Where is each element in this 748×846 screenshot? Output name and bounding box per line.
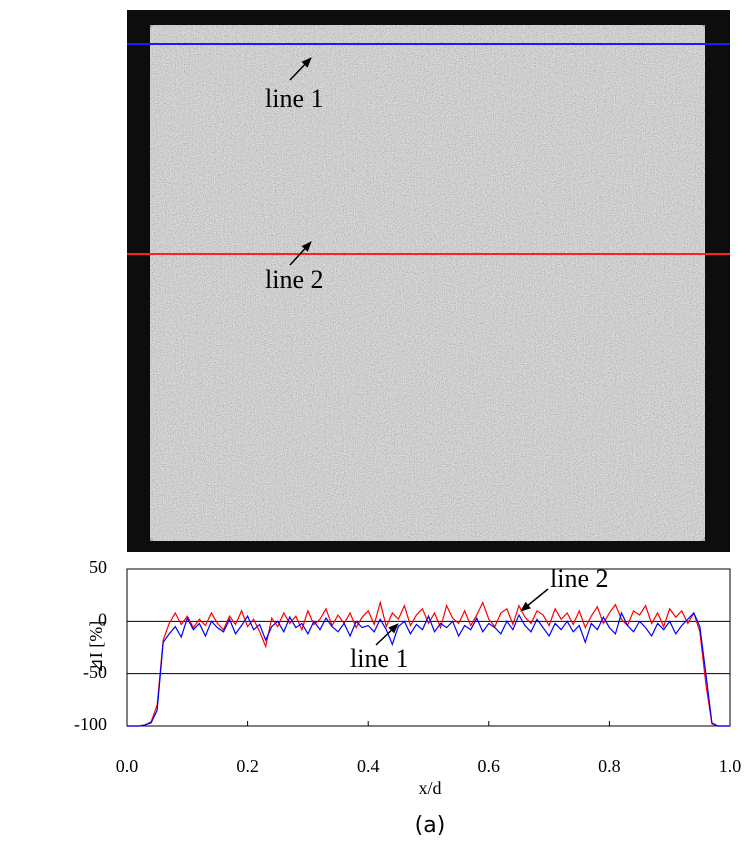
photo: line 1 line 2 bbox=[127, 10, 730, 552]
y-tick-label: -50 bbox=[83, 662, 107, 682]
y-tick-label: -100 bbox=[74, 714, 107, 734]
y-tick-label: 0 bbox=[98, 609, 107, 629]
series-line bbox=[127, 600, 730, 727]
photo-label: line 1 bbox=[265, 84, 324, 113]
series-annotation: line 1 bbox=[350, 644, 409, 673]
x-tick-label: 0.0 bbox=[116, 756, 139, 776]
x-axis-label: x/d bbox=[418, 778, 441, 798]
arrow bbox=[375, 623, 399, 646]
photo-texture bbox=[150, 25, 705, 541]
series-annotation: line 2 bbox=[550, 564, 609, 593]
x-tick-label: 0.2 bbox=[236, 756, 259, 776]
caption: (a) bbox=[415, 813, 446, 838]
x-tick-label: 0.8 bbox=[598, 756, 621, 776]
x-tick-label: 1.0 bbox=[719, 756, 742, 776]
series-line bbox=[127, 611, 730, 727]
y-axis-label: ⊿I [%] bbox=[86, 621, 106, 674]
chart: line 2 line 1 x/d ⊿I [%] (a) -100 -50 0 50 0… bbox=[74, 557, 741, 838]
arrow bbox=[520, 588, 549, 612]
plot-frame bbox=[126, 568, 731, 727]
arrow bbox=[289, 241, 312, 266]
x-tick-label: 0.4 bbox=[357, 756, 380, 776]
x-tick-label: 0.6 bbox=[478, 756, 501, 776]
y-tick-label: 50 bbox=[89, 557, 107, 577]
arrow bbox=[289, 57, 312, 81]
photo-label: line 2 bbox=[265, 265, 324, 294]
